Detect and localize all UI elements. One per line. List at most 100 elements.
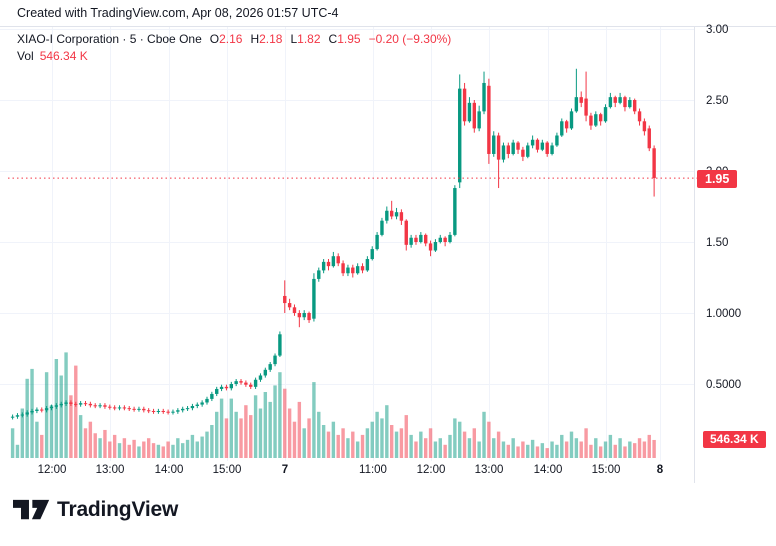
volume-bar xyxy=(365,428,370,458)
open-value: O 2.16 xyxy=(209,32,243,46)
volume-bar xyxy=(297,401,302,458)
volume-bar xyxy=(492,438,496,458)
candle-body xyxy=(501,145,506,160)
candle-body xyxy=(414,237,418,242)
time-axis-label[interactable]: 14:00 xyxy=(155,464,184,476)
volume-bar xyxy=(287,408,292,458)
volume-bar xyxy=(550,441,554,458)
volume-bar xyxy=(10,428,15,458)
candle-body xyxy=(428,243,433,251)
time-axis-label[interactable]: 14:00 xyxy=(534,464,563,476)
candle-body xyxy=(253,379,258,387)
time-axis-label[interactable]: 11:00 xyxy=(359,464,387,476)
candle-body xyxy=(477,111,481,129)
volume-bar xyxy=(229,398,233,458)
candle-body xyxy=(263,369,268,376)
volume-bar xyxy=(375,411,379,458)
candle-body xyxy=(516,142,520,150)
volume-bar xyxy=(453,418,457,458)
time-axis-label[interactable]: 12:00 xyxy=(38,464,67,476)
volume-bar xyxy=(608,434,613,458)
price-axis-label[interactable]: 1.0000 xyxy=(706,308,741,320)
volume-bar xyxy=(555,444,559,458)
time-axis-label[interactable]: 12:00 xyxy=(417,464,446,476)
volume-bar xyxy=(83,428,88,458)
volume-bar xyxy=(526,444,530,458)
volume-bar xyxy=(598,446,603,458)
candle-body xyxy=(511,142,515,154)
volume-bar xyxy=(477,441,481,458)
volume-bar xyxy=(564,441,569,458)
time-axis-label[interactable]: 15:00 xyxy=(592,464,621,476)
candle-body xyxy=(603,107,608,122)
time-axis-label[interactable]: 7 xyxy=(282,464,288,476)
candle-body xyxy=(341,263,345,274)
candle-body xyxy=(219,386,224,389)
candle-body xyxy=(287,303,292,308)
volume-bar xyxy=(428,428,433,458)
volume-bar xyxy=(190,434,195,458)
last-volume-label: 546.34 K xyxy=(703,431,766,448)
time-axis-label[interactable]: 13:00 xyxy=(475,464,504,476)
high-value: H 2.18 xyxy=(250,32,283,46)
volume-bar xyxy=(351,431,355,458)
candle-body xyxy=(151,410,156,412)
candle-body xyxy=(98,405,102,407)
candle-body xyxy=(78,403,83,405)
candle-body xyxy=(608,97,613,108)
time-axis-label[interactable]: 13:00 xyxy=(96,464,125,476)
candle-body xyxy=(647,128,651,149)
candle-body xyxy=(355,266,360,274)
price-axis-label[interactable]: 3.00 xyxy=(706,24,728,36)
chart-legend: XIAO-I Corporation · 5 · Cboe One O 2.16 … xyxy=(17,31,451,64)
volume-bar xyxy=(370,421,374,458)
price-axis-label[interactable]: 0.5000 xyxy=(706,379,741,391)
volume-bar xyxy=(331,421,336,458)
candle-body xyxy=(598,114,603,122)
volume-bar xyxy=(283,388,287,458)
volume-bar xyxy=(302,428,306,458)
candle-body xyxy=(574,97,579,112)
candle-body xyxy=(312,278,316,319)
candle-body xyxy=(258,375,263,380)
volume-bar xyxy=(103,429,107,458)
volume-bar xyxy=(458,421,462,458)
low-value: L 1.82 xyxy=(290,32,321,46)
candle-body xyxy=(234,381,238,384)
volume-bar xyxy=(185,439,190,458)
legend-volume-row: Vol 546.34 K xyxy=(17,48,451,64)
volume-bar xyxy=(317,411,321,458)
volume-bar xyxy=(268,401,272,458)
volume-bar xyxy=(44,372,49,458)
candle-body xyxy=(628,100,632,108)
tradingview-logo[interactable]: TradingView xyxy=(13,498,178,522)
candle-body xyxy=(438,237,442,242)
volume-bar xyxy=(399,428,404,458)
time-axis-label[interactable]: 8 xyxy=(657,464,664,476)
volume-bar xyxy=(171,444,175,458)
price-axis-label[interactable]: 2.50 xyxy=(706,95,728,107)
volume-bar xyxy=(579,441,583,458)
volume-bar xyxy=(142,441,146,458)
time-axis-label[interactable]: 15:00 xyxy=(213,464,242,476)
volume-bar xyxy=(472,428,476,458)
volume-bar xyxy=(122,438,127,458)
volume-bar xyxy=(219,398,224,458)
candle-body xyxy=(190,406,195,409)
candle-body xyxy=(127,408,131,410)
volume-bar xyxy=(117,443,122,458)
candle-body xyxy=(156,410,161,412)
candle-body xyxy=(555,135,559,146)
volume-bar xyxy=(200,436,204,458)
candle-body xyxy=(88,403,93,406)
candle-body xyxy=(540,142,545,150)
price-axis-label[interactable]: 1.50 xyxy=(706,237,728,249)
candle-body xyxy=(307,313,311,321)
candle-body xyxy=(205,398,209,403)
volume-bar xyxy=(535,446,540,458)
candle-body xyxy=(229,384,233,389)
volume-value: 546.34 K xyxy=(39,49,88,63)
candle-body xyxy=(589,115,593,126)
